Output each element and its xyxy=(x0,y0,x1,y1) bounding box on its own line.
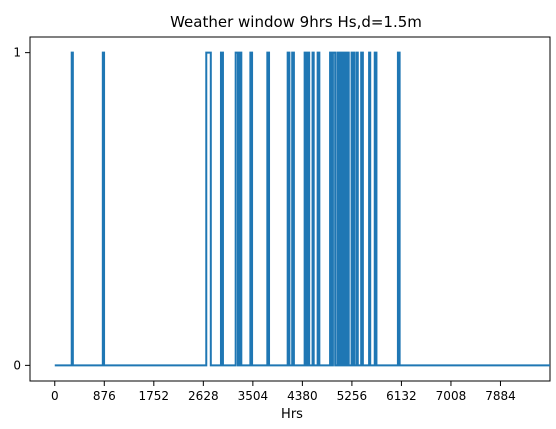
y-tick-label: 0 xyxy=(13,358,21,372)
plot-frame xyxy=(29,36,551,382)
x-tick-label: 3504 xyxy=(238,389,269,403)
x-tick-label: 7884 xyxy=(485,389,516,403)
chart-title: Weather window 9hrs Hs,d=1.5m xyxy=(170,13,422,31)
x-tick-label: 1752 xyxy=(139,389,170,403)
x-tick-label: 0 xyxy=(51,389,59,403)
y-tick-label: 1 xyxy=(13,46,21,60)
x-tick-label: 5256 xyxy=(337,389,368,403)
series-line xyxy=(54,51,550,367)
ticks-layer: 0 876 1752 2628 3504 4380 5256 6132 7008 7884 0 1 xyxy=(13,46,515,403)
series-layer xyxy=(54,51,550,367)
x-tick-label: 6132 xyxy=(386,389,417,403)
x-tick-label: 2628 xyxy=(188,389,219,403)
x-tick-label: 7008 xyxy=(436,389,467,403)
x-tick-label: 876 xyxy=(93,389,116,403)
x-tick-label: 4380 xyxy=(287,389,318,403)
x-axis-label: Hrs xyxy=(281,407,303,422)
